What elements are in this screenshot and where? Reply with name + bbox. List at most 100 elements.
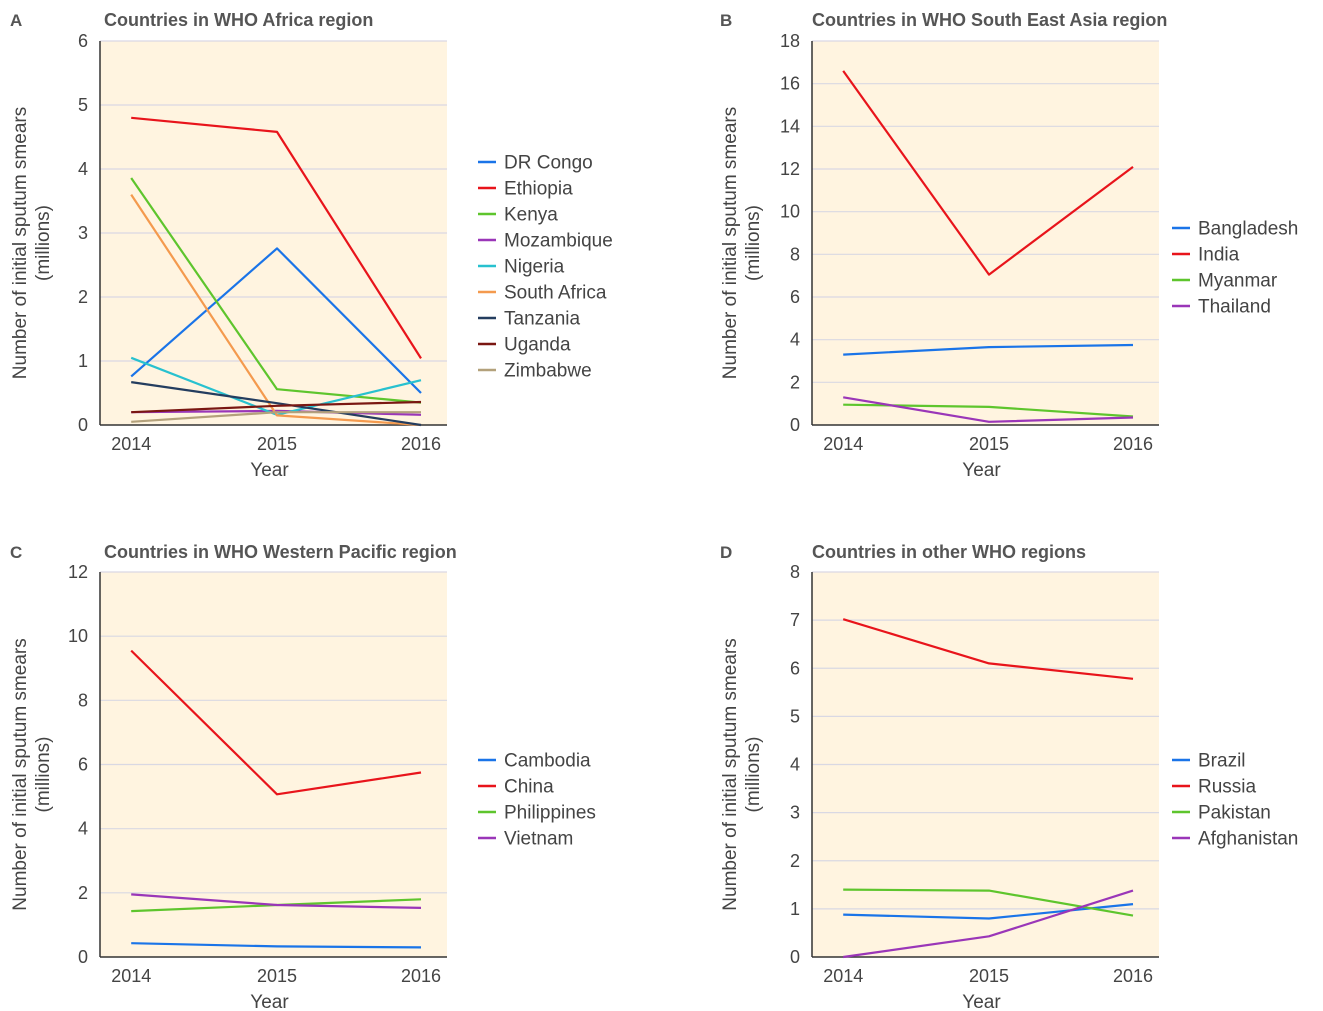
- y-tick-label: 0: [790, 947, 800, 967]
- panel-d: D Countries in other WHO regions 0 1 2 3 4 5 6 7 8…: [720, 542, 1298, 1011]
- series-line-mozambique: [131, 409, 422, 416]
- x-tick-label: 2014: [823, 966, 863, 986]
- y-tick-label: 12: [68, 562, 88, 582]
- x-tick-label: 2016: [1113, 434, 1153, 454]
- y-tick-label: 3: [78, 223, 88, 243]
- y-axis-label: Number of initial sputum smears (millions…: [720, 638, 764, 910]
- y-tick-label: 14: [780, 116, 800, 136]
- legend-label-pakistan: Pakistan: [1198, 803, 1271, 824]
- x-tick-label: 2015: [969, 434, 1009, 454]
- series-line-pakistan: [843, 888, 1134, 917]
- y-tick-label: 0: [78, 947, 88, 967]
- y-tick-label: 3: [790, 803, 800, 823]
- chart-title: Countries in WHO Western Pacific region: [104, 542, 457, 562]
- series-line-brazil: [843, 903, 1134, 920]
- legend-label-tanzania: Tanzania: [504, 309, 580, 330]
- legend-label-uganda: Uganda: [504, 335, 571, 356]
- x-tick-label: 2015: [969, 966, 1009, 986]
- legend-label-philippines: Philippines: [504, 803, 596, 824]
- legend-label-india: India: [1198, 245, 1240, 266]
- y-tick-label: 2: [790, 851, 800, 871]
- y-tick-label: 6: [78, 31, 88, 51]
- panel-c: C Countries in WHO Western Pacific region…: [10, 542, 596, 1011]
- series-line-kenya: [130, 177, 422, 404]
- y-tick-label: 4: [78, 159, 88, 179]
- legend-label-cambodia: Cambodia: [504, 751, 591, 772]
- x-axis-label: Year: [962, 992, 1001, 1011]
- panel-letter: A: [10, 11, 22, 30]
- y-tick-label: 0: [78, 415, 88, 435]
- panel-letter: B: [720, 11, 732, 30]
- series-line-zimbabwe: [131, 411, 421, 423]
- x-axis-label: Year: [250, 992, 289, 1011]
- chart-title: Countries in WHO Africa region: [104, 10, 373, 30]
- chart-title: Countries in WHO South East Asia region: [812, 10, 1167, 30]
- x-tick-label: 2014: [111, 966, 151, 986]
- series-line-vietnam: [131, 893, 422, 909]
- y-tick-label: 5: [78, 95, 88, 115]
- x-tick-label: 2014: [823, 434, 863, 454]
- series-line-thailand: [843, 396, 1134, 423]
- y-tick-label: 10: [780, 202, 800, 222]
- legend-label-myanmar: Myanmar: [1198, 271, 1278, 292]
- x-tick-label: 2015: [257, 434, 297, 454]
- y-tick-label: 16: [780, 74, 800, 94]
- legend-label-china: China: [504, 777, 554, 798]
- y-tick-label: 8: [790, 244, 800, 264]
- series-line-china: [130, 649, 422, 796]
- series-line-india: [842, 70, 1134, 276]
- panel-letter: D: [720, 543, 732, 562]
- x-tick-label: 2014: [111, 434, 151, 454]
- x-tick-label: 2015: [257, 966, 297, 986]
- legend-label-bangladesh: Bangladesh: [1198, 219, 1298, 240]
- y-axis-label: Number of initial sputum smears (millions…: [720, 107, 764, 379]
- y-tick-label: 0: [790, 415, 800, 435]
- legend-label-thailand: Thailand: [1198, 297, 1271, 318]
- y-tick-label: 2: [790, 372, 800, 392]
- legend-label-south-africa: South Africa: [504, 283, 607, 304]
- legend-label-ethiopia: Ethiopia: [504, 179, 573, 200]
- y-tick-label: 6: [790, 287, 800, 307]
- series-line-dr-congo: [130, 247, 422, 394]
- panel-b: B Countries in WHO South East Asia region…: [720, 10, 1298, 481]
- series-line-uganda: [131, 400, 422, 414]
- series-line-cambodia: [131, 942, 422, 949]
- x-tick-label: 2016: [1113, 966, 1153, 986]
- y-tick-label: 6: [790, 658, 800, 678]
- y-axis-label: Number of initial sputum smears (millions…: [10, 107, 54, 379]
- y-tick-label: 1: [78, 351, 88, 371]
- panel-a: A Countries in WHO Africa region 0 1 2 3 4 5 6 20…: [10, 10, 613, 481]
- legend-label-russia: Russia: [1198, 777, 1257, 798]
- x-axis-label: Year: [250, 460, 289, 481]
- y-tick-label: 10: [68, 626, 88, 646]
- y-tick-label: 6: [78, 755, 88, 775]
- legend-label-kenya: Kenya: [504, 205, 558, 226]
- y-tick-label: 8: [78, 690, 88, 710]
- legend-label-mozambique: Mozambique: [504, 231, 613, 252]
- series-line-afghanistan: [843, 889, 1134, 959]
- x-tick-label: 2016: [401, 434, 441, 454]
- y-tick-label: 4: [790, 755, 800, 775]
- y-tick-label: 7: [790, 610, 800, 630]
- legend-label-dr-congo: DR Congo: [504, 153, 593, 174]
- chart-title: Countries in other WHO regions: [812, 542, 1086, 562]
- y-tick-label: 2: [78, 883, 88, 903]
- legend-label-zimbabwe: Zimbabwe: [504, 361, 592, 382]
- legend-label-vietnam: Vietnam: [504, 829, 573, 850]
- series-line-tanzania: [131, 381, 422, 427]
- series-line-russia: [842, 618, 1134, 680]
- legend-label-brazil: Brazil: [1198, 751, 1246, 772]
- y-tick-label: 8: [790, 562, 800, 582]
- x-tick-label: 2016: [401, 966, 441, 986]
- y-tick-label: 4: [78, 819, 88, 839]
- y-tick-label: 5: [790, 706, 800, 726]
- y-tick-label: 12: [780, 159, 800, 179]
- y-axis-label: Number of initial sputum smears (millions…: [10, 638, 54, 910]
- legend-label-nigeria: Nigeria: [504, 257, 565, 278]
- series-line-bangladesh: [843, 343, 1134, 356]
- y-tick-label: 1: [790, 899, 800, 919]
- panel-letter: C: [10, 543, 22, 562]
- y-tick-label: 2: [78, 287, 88, 307]
- series-line-ethiopia: [131, 116, 422, 359]
